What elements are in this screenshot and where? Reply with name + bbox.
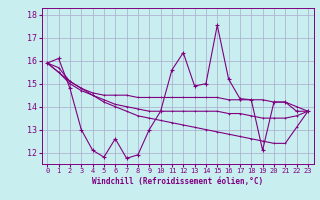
X-axis label: Windchill (Refroidissement éolien,°C): Windchill (Refroidissement éolien,°C) — [92, 177, 263, 186]
